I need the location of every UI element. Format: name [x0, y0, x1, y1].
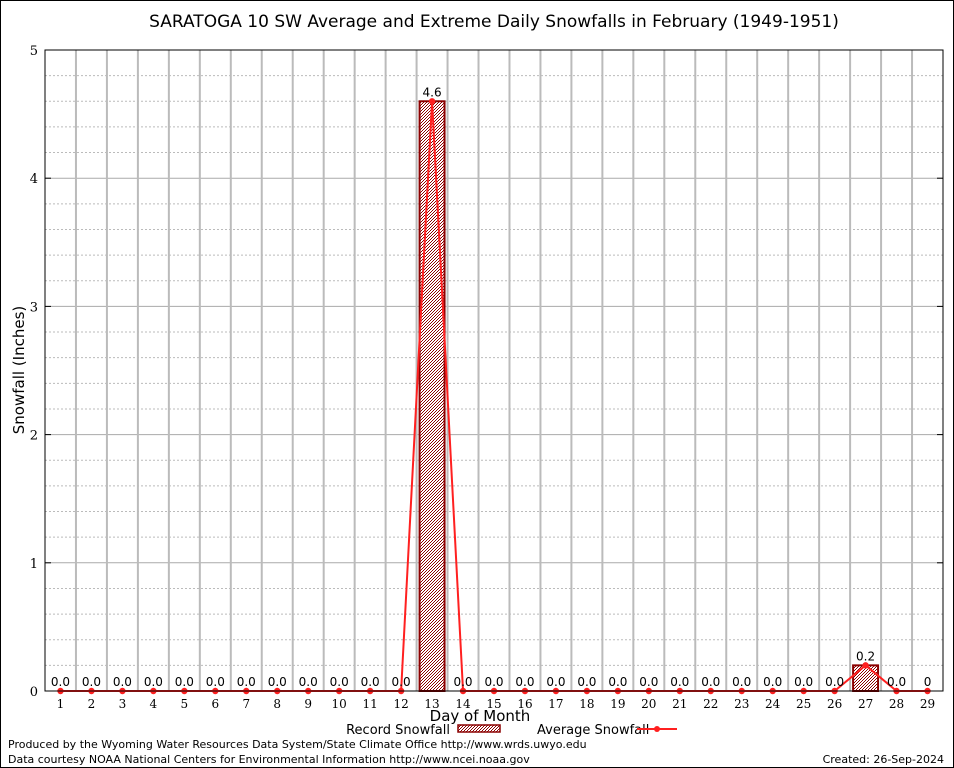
y-tick-label: 1: [30, 557, 38, 572]
grid: [45, 49, 943, 692]
data-label-day-24: 0.0: [763, 675, 782, 689]
x-tick-label: 26: [827, 697, 842, 711]
data-label-day-13: 4.6: [423, 85, 442, 99]
x-tick-label: 23: [734, 697, 749, 711]
y-tick-labels: 0 1 2 3 4 5: [30, 44, 943, 700]
x-tick-label: 22: [703, 697, 718, 711]
x-tick-label: 12: [393, 697, 408, 711]
chart-title: SARATOGA 10 SW Average and Extreme Daily…: [149, 12, 839, 32]
x-tick-label: 20: [641, 697, 656, 711]
x-tick-label: 2: [88, 697, 96, 711]
x-tick-label: 27: [858, 697, 873, 711]
data-label-day-5: 0.0: [175, 675, 194, 689]
x-tick-label: 17: [548, 697, 563, 711]
average-marker-day-27: [862, 662, 869, 669]
legend-record-label: Record Snowfall: [346, 723, 450, 738]
x-tick-label: 14: [455, 697, 471, 711]
data-label-day-29: 0: [924, 675, 932, 689]
y-tick-label: 0: [30, 685, 38, 700]
x-axis-label: Day of Month: [430, 707, 531, 725]
x-tick-label: 1: [57, 697, 65, 711]
x-tick-labels: 1 2 3 4 5 6 7 8 9 10 11 12 13 14 15 16 17 18 19 20 21 22 23 24 2…: [57, 697, 935, 711]
x-tick-label: 29: [920, 697, 935, 711]
legend-record-swatch: [457, 724, 501, 733]
data-label-day-22: 0.0: [701, 675, 720, 689]
footer-created: Created: 26-Sep-2024: [823, 753, 944, 766]
data-label-day-19: 0.0: [608, 675, 627, 689]
data-label-day-7: 0.0: [237, 675, 256, 689]
data-label-day-11: 0.0: [361, 675, 380, 689]
legend: Record Snowfall Average Snowfall: [346, 723, 677, 738]
footer-courtesy: Data courtesy NOAA National Centers for …: [8, 753, 530, 766]
data-label-day-12: 0.0: [392, 675, 411, 689]
footer-produced-by: Produced by the Wyoming Water Resources …: [8, 738, 587, 751]
legend-average-label: Average Snowfall: [537, 723, 649, 738]
data-label-day-10: 0.0: [330, 675, 349, 689]
x-tick-label: 28: [889, 697, 904, 711]
record-bar-day-13: [418, 100, 446, 692]
data-label-day-4: 0.0: [144, 675, 163, 689]
data-label-day-6: 0.0: [206, 675, 225, 689]
x-tick-label: 11: [362, 697, 377, 711]
x-tick-label: 18: [579, 697, 594, 711]
x-tick-label: 10: [332, 697, 347, 711]
record-bars: [418, 100, 880, 692]
y-tick-label: 5: [30, 44, 38, 59]
x-tick-label: 15: [486, 697, 501, 711]
x-tick-label: 13: [424, 697, 439, 711]
x-tick-label: 19: [610, 697, 625, 711]
data-label-day-28: 0.0: [887, 675, 906, 689]
y-tick-label: 4: [30, 172, 38, 187]
data-label-day-15: 0.0: [484, 675, 503, 689]
record-bar-day-27: [852, 664, 880, 692]
data-labels: 0.0 0.0 0.0 0.0 0.0 0.0 0.0 0.0 0.0 0.0 0.0 0.0 4.6 0…: [51, 85, 931, 689]
average-marker-day-13: [428, 98, 436, 105]
data-label-day-9: 0.0: [299, 675, 318, 689]
data-label-day-21: 0.0: [670, 675, 689, 689]
data-label-day-8: 0.0: [268, 675, 287, 689]
x-tick-label: 6: [211, 697, 219, 711]
data-label-day-20: 0.0: [639, 675, 658, 689]
data-label-day-17: 0.0: [546, 675, 565, 689]
x-tick-label: 8: [273, 697, 281, 711]
data-label-day-18: 0.0: [577, 675, 596, 689]
average-line: [57, 98, 931, 695]
data-label-day-27: 0.2: [856, 649, 875, 663]
legend-average-marker: [654, 726, 660, 732]
data-label-day-1: 0.0: [51, 675, 70, 689]
plot-border: [44, 49, 944, 692]
data-label-day-2: 0.0: [82, 675, 101, 689]
data-label-day-16: 0.0: [515, 675, 534, 689]
data-label-day-26: 0.0: [825, 675, 844, 689]
data-label-day-23: 0.0: [732, 675, 751, 689]
x-tick-label: 4: [150, 697, 158, 711]
data-label-day-3: 0.0: [113, 675, 132, 689]
average-snowfall-line: [60, 101, 928, 692]
x-tick-label: 9: [304, 697, 312, 711]
x-tick-label: 25: [796, 697, 811, 711]
y-tick-label: 2: [30, 429, 38, 444]
y-tick-label: 3: [30, 300, 38, 315]
data-label-day-14: 0.0: [453, 675, 472, 689]
x-tick-label: 7: [242, 697, 250, 711]
x-tick-label: 3: [119, 697, 127, 711]
x-tick-label: 21: [672, 697, 687, 711]
x-tick-label: 24: [765, 697, 781, 711]
data-label-day-25: 0.0: [794, 675, 813, 689]
x-tick-label: 16: [517, 697, 532, 711]
y-axis-label: Snowfall (Inches): [10, 306, 28, 434]
x-tick-label: 5: [181, 697, 189, 711]
